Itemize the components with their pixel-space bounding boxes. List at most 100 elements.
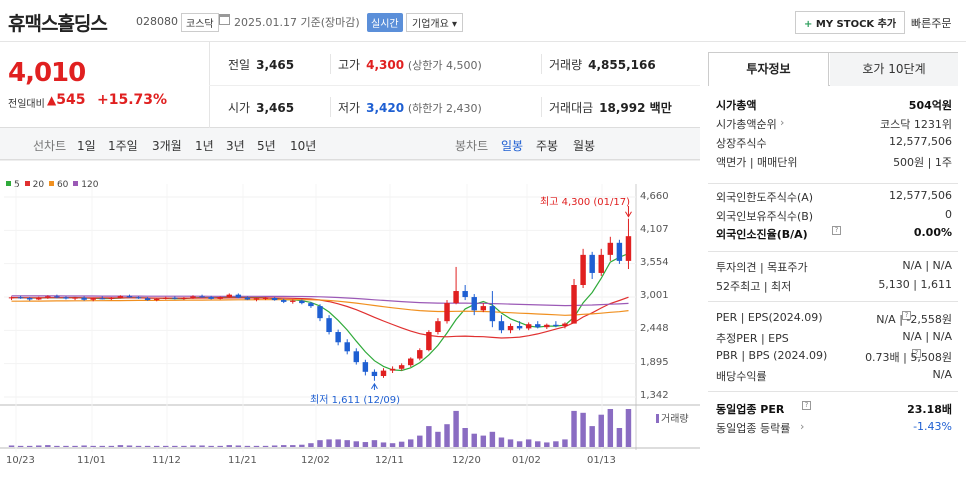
x-tick-label: 12/20 <box>452 455 481 466</box>
info-label: 동일업종 PER <box>716 403 785 416</box>
volume-bar <box>398 441 405 447</box>
prev-close: 전일 3,465 <box>228 56 294 73</box>
volume-bar <box>262 445 269 447</box>
open-value: 3,465 <box>256 101 295 115</box>
high-annotation: 최고 4,300 (01/17) <box>540 197 631 208</box>
legend-label: 20 <box>32 180 45 190</box>
info-label[interactable]: 시가총액순위 <box>716 118 777 131</box>
period-1y[interactable]: 1년 <box>195 139 214 153</box>
tab-order-book[interactable]: 호가 10단계 <box>830 53 958 86</box>
candle-body <box>616 242 623 261</box>
volume-bar <box>525 439 532 447</box>
period-bar: 선차트 1일 1주일 3개월 1년 3년 5년 10년 봉차트 일봉 주봉 월봉 <box>0 128 700 160</box>
divider <box>708 183 958 184</box>
candle-body <box>108 297 115 299</box>
low-annotation: 최저 1,611 (12/09) <box>310 395 401 406</box>
info-label: 액면가 | 매매단위 <box>716 156 798 169</box>
ma-legend: 5 20 60 120 <box>4 180 98 190</box>
period-1w[interactable]: 1주일 <box>108 139 138 153</box>
tab-investment-info[interactable]: 투자정보 <box>709 53 829 86</box>
chevron-right-icon[interactable]: › <box>780 116 785 129</box>
legend-swatch <box>73 181 79 186</box>
divider <box>708 301 958 302</box>
company-overview-dropdown[interactable]: 기업개요 ▾ <box>406 13 464 32</box>
volume-legend-label: 거래량 <box>661 414 689 425</box>
info-row: PER | EPS(2024.09)? N/A | -2,558원 <box>716 311 952 327</box>
period-daily[interactable]: 일봉 <box>501 139 524 153</box>
info-value: 12,577,506 <box>889 135 952 148</box>
period-5y[interactable]: 5년 <box>257 139 276 153</box>
period-1d[interactable]: 1일 <box>77 139 96 153</box>
info-row: 배당수익률 N/A <box>716 368 952 384</box>
info-label: PER | EPS(2024.09) <box>716 311 823 324</box>
info-label[interactable]: 동일업종 등락률 <box>716 422 791 435</box>
candle-body <box>126 296 133 298</box>
quick-order-link[interactable]: 빠른주문 <box>911 17 952 30</box>
volume-bar <box>598 414 604 447</box>
period-3y[interactable]: 3년 <box>226 139 245 153</box>
volume-bar <box>45 445 51 447</box>
help-icon[interactable]: ? <box>832 226 841 235</box>
candle-body <box>244 297 251 300</box>
add-mystock-label: MY STOCK 추가 <box>815 19 897 30</box>
candle-body <box>607 242 614 255</box>
info-label: 52주최고 | 최저 <box>716 280 792 293</box>
candle-body <box>63 297 69 299</box>
candle-body <box>153 298 160 301</box>
volume-bar <box>371 440 378 447</box>
info-label: 투자의견 | 목표주가 <box>716 261 808 274</box>
candle-body <box>217 297 223 299</box>
open-label: 시가 <box>228 101 251 115</box>
candle-body <box>17 297 24 299</box>
candle-body <box>308 303 314 307</box>
candle-body <box>280 300 287 302</box>
divider <box>330 97 331 117</box>
candle-body <box>362 362 369 372</box>
candle-body <box>580 254 586 286</box>
candle-body <box>353 351 360 363</box>
candle-body <box>435 321 441 333</box>
candle-body <box>444 303 450 322</box>
candle-body <box>262 297 269 299</box>
volume-bar <box>54 445 60 447</box>
stock-name: 휴맥스홀딩스 <box>8 13 108 35</box>
x-tick-label: 12/11 <box>375 455 404 466</box>
line-chart-label: 선차트 <box>33 139 67 153</box>
volume-bar <box>172 445 178 447</box>
help-icon[interactable]: ? <box>802 401 811 410</box>
volume-bar <box>235 445 242 447</box>
candle-body <box>54 296 60 298</box>
volume-bar <box>181 445 187 447</box>
help-icon[interactable]: ? <box>912 349 921 358</box>
candle-body <box>471 297 477 311</box>
add-mystock-button[interactable]: + MY STOCK 추가 <box>795 11 906 34</box>
info-row: 동일업종 PER? 23.18배 <box>716 401 952 417</box>
period-weekly[interactable]: 주봉 <box>536 139 559 153</box>
divider <box>708 251 958 252</box>
period-10y[interactable]: 10년 <box>290 139 317 153</box>
info-row: 외국인소진율(B/A)? 0.00% <box>716 226 952 242</box>
info-value: N/A | N/A <box>902 259 952 272</box>
info-row: 시가총액순위 › 코스닥 1231위 <box>716 116 952 132</box>
candle-body <box>99 298 105 300</box>
volume-bar <box>389 443 396 447</box>
volume-bar <box>553 441 559 447</box>
volume-bar <box>226 445 232 447</box>
info-label: 추정PER | EPS <box>716 332 789 345</box>
low-label: 저가 <box>338 101 361 115</box>
help-icon[interactable]: ? <box>902 311 911 320</box>
volume-bar <box>26 445 33 447</box>
info-row: 액면가 | 매매단위 500원 | 1주 <box>716 154 952 170</box>
legend-label: 5 <box>14 180 20 190</box>
period-3m[interactable]: 3개월 <box>152 139 182 153</box>
volume-bar <box>580 412 586 447</box>
candle-body <box>199 296 205 298</box>
info-row: 외국인한도주식수(A) 12,577,506 <box>716 189 952 205</box>
chevron-right-icon[interactable]: › <box>800 420 805 433</box>
candle-body <box>525 324 532 329</box>
candle-body <box>589 254 595 273</box>
period-monthly[interactable]: 월봉 <box>573 139 596 153</box>
info-value: 12,577,506 <box>889 189 952 202</box>
open-price: 시가 3,465 <box>228 99 294 116</box>
realtime-button[interactable]: 실시간 <box>367 13 403 32</box>
